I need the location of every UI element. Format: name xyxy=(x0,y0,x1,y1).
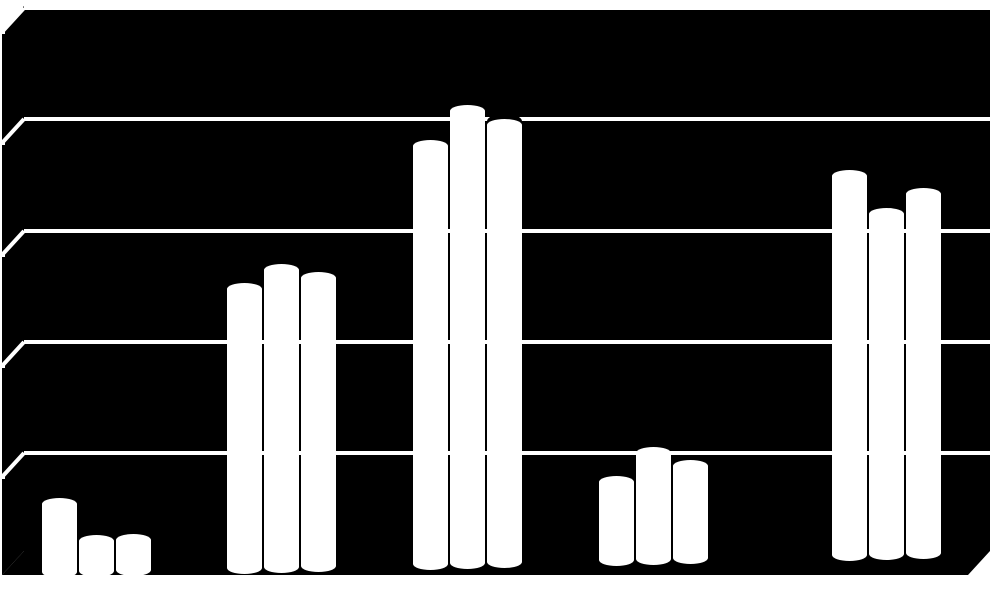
bar-cylinder xyxy=(116,540,151,570)
bar-cylinder xyxy=(487,125,522,562)
bar-cylinder xyxy=(264,270,299,567)
bar-cylinder xyxy=(450,111,485,563)
bar-cylinder xyxy=(906,194,941,553)
bar-cylinder xyxy=(832,176,867,555)
bar-cylinder xyxy=(79,541,114,571)
bar-cylinder xyxy=(227,289,262,568)
bar-cylinder xyxy=(599,482,634,560)
bar-cylinder xyxy=(42,504,77,572)
chart-3d-cylinder-bars xyxy=(0,0,991,598)
bar-cylinder xyxy=(869,214,904,554)
bar-cylinder xyxy=(636,453,671,559)
bar-cylinder xyxy=(301,278,336,566)
bar-cylinder xyxy=(413,146,448,564)
bar-cylinder xyxy=(673,466,708,558)
